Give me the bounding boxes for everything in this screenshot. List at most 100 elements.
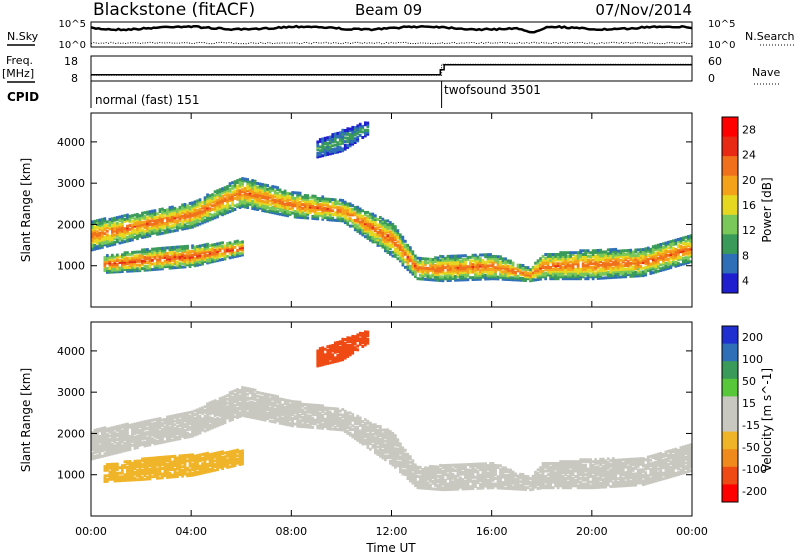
echo-cell xyxy=(148,251,152,255)
echo-cell xyxy=(651,245,655,249)
echo-cell xyxy=(611,255,615,259)
echo-cell xyxy=(191,223,194,227)
echo-cell xyxy=(146,248,149,252)
colorbar-tick-label: 16 xyxy=(742,199,756,212)
echo-cell xyxy=(364,128,367,132)
echo-cell xyxy=(196,223,199,227)
echo-cell xyxy=(186,428,189,432)
echo-cell xyxy=(243,397,247,401)
echo-cell xyxy=(499,257,502,261)
echo-cell xyxy=(183,246,187,250)
echo-cell xyxy=(141,443,144,446)
echo-cell xyxy=(366,132,370,136)
echo-cell xyxy=(353,128,357,131)
echo-cell xyxy=(178,245,182,249)
echo-cell xyxy=(116,425,119,429)
echo-cell xyxy=(113,431,117,435)
echo-cell xyxy=(208,416,212,420)
echo-cell xyxy=(161,218,164,222)
echo-cell xyxy=(116,268,119,272)
echo-cell xyxy=(218,402,222,406)
echo-cell xyxy=(316,200,320,204)
echo-cell xyxy=(126,256,129,260)
echo-cell xyxy=(431,269,435,273)
echo-cell xyxy=(481,270,485,274)
echo-cell xyxy=(216,422,219,426)
echo-cell xyxy=(394,228,397,232)
echo-cell xyxy=(476,259,480,263)
echo-cell xyxy=(151,251,154,255)
echo-cell xyxy=(171,249,174,253)
echo-cell xyxy=(163,419,167,423)
echo-cell xyxy=(243,407,247,410)
echo-cell xyxy=(253,397,257,401)
echo-cell xyxy=(293,211,297,215)
echo-cell xyxy=(631,271,635,274)
echo-cell xyxy=(544,258,547,262)
echo-cell xyxy=(449,262,452,266)
echo-cell xyxy=(461,263,465,267)
echo-cell xyxy=(288,405,292,409)
echo-cell xyxy=(604,261,608,265)
echo-cell xyxy=(479,272,482,276)
echo-cell xyxy=(484,277,487,281)
echo-cell xyxy=(296,195,299,199)
echo-cell xyxy=(246,202,249,206)
echo-cell xyxy=(223,206,227,210)
echo-cell xyxy=(346,217,350,221)
echo-cell xyxy=(133,222,137,226)
echo-cell xyxy=(321,214,325,217)
echo-cell xyxy=(569,264,572,268)
echo-cell xyxy=(682,236,685,240)
echo-cell xyxy=(356,128,360,132)
echo-cell xyxy=(326,136,330,140)
echo-cell xyxy=(193,416,197,420)
echo-cell xyxy=(291,424,294,428)
echo-cell xyxy=(151,422,154,426)
echo-cell xyxy=(123,227,127,231)
echo-cell xyxy=(526,273,530,277)
echo-cell xyxy=(261,406,264,410)
echo-cell xyxy=(131,269,134,273)
echo-cell xyxy=(576,256,580,260)
echo-cell xyxy=(303,403,307,406)
echo-cell xyxy=(338,138,342,142)
echo-cell xyxy=(191,221,194,225)
echo-cell xyxy=(296,193,299,197)
echo-cell xyxy=(511,270,515,274)
echo-cell xyxy=(303,412,307,416)
echo-cell xyxy=(126,258,129,262)
echo-cell xyxy=(672,258,675,261)
echo-cell xyxy=(341,415,345,419)
echo-cell xyxy=(153,209,157,213)
echo-cell xyxy=(91,220,94,224)
echo-cell xyxy=(446,254,450,258)
echo-cell xyxy=(308,205,312,209)
echo-cell xyxy=(126,226,129,230)
echo-cell xyxy=(376,223,380,227)
echo-cell xyxy=(336,135,340,139)
echo-cell xyxy=(273,398,277,402)
echo-cell xyxy=(226,412,229,416)
echo-cell xyxy=(111,428,114,432)
echo-cell xyxy=(371,236,375,240)
echo-cell xyxy=(206,250,209,254)
echo-cell xyxy=(146,249,149,253)
echo-cell xyxy=(218,404,222,408)
echo-cell xyxy=(256,182,259,185)
echo-cell xyxy=(258,193,262,197)
echo-cell xyxy=(253,205,257,209)
echo-cell xyxy=(168,420,172,424)
echo-cell xyxy=(216,416,219,420)
echo-cell xyxy=(196,432,199,436)
echo-cell xyxy=(121,448,124,451)
echo-cell xyxy=(546,271,550,275)
echo-cell xyxy=(111,450,114,454)
echo-cell xyxy=(256,195,259,198)
echo-cell xyxy=(116,255,119,259)
echo-cell xyxy=(338,208,342,211)
echo-cell xyxy=(539,257,542,261)
echo-cell xyxy=(243,186,247,190)
echo-cell xyxy=(316,415,320,419)
echo-cell xyxy=(203,429,207,433)
